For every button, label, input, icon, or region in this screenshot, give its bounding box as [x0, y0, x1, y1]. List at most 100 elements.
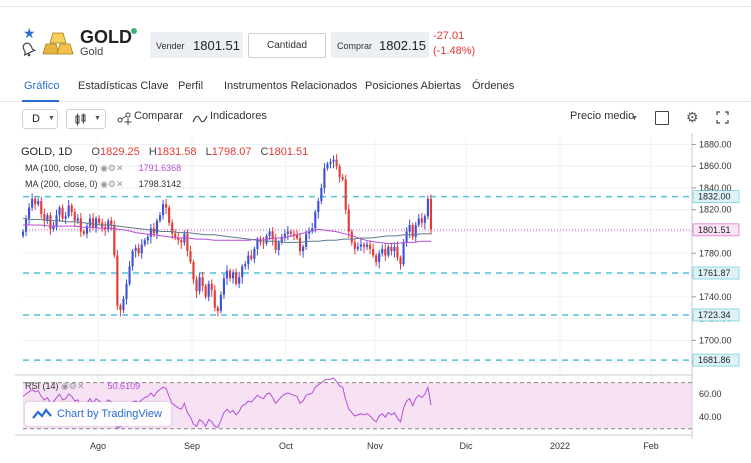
- interval-value: D: [32, 113, 40, 125]
- candle: [308, 231, 311, 234]
- price-tick-label: 1780.00: [699, 248, 732, 258]
- high-value: 1831.58: [156, 146, 197, 158]
- ma200-label: MA (200, close, 0): [25, 179, 98, 189]
- tab-ordenes[interactable]: Órdenes: [472, 80, 515, 92]
- chevron-down-icon: ▼: [48, 115, 55, 122]
- candle: [393, 246, 396, 252]
- price-tag: 1723.34: [698, 310, 731, 320]
- time-tick-label: Feb: [643, 441, 659, 451]
- candle: [82, 231, 85, 234]
- candle: [369, 244, 372, 249]
- candle: [414, 224, 417, 237]
- candle: [396, 246, 399, 258]
- ma100-label: MA (100, close, 0): [25, 163, 98, 173]
- candle: [378, 253, 381, 262]
- bell-icon[interactable]: [20, 41, 36, 57]
- candle: [91, 218, 95, 228]
- candle: [219, 294, 222, 311]
- candle: [262, 242, 265, 244]
- candle: [76, 218, 79, 221]
- compare-icon[interactable]: [116, 112, 132, 126]
- candle: [384, 248, 387, 256]
- candle: [143, 240, 146, 245]
- candle: [70, 205, 73, 212]
- price-change: -27.01 (-1.48%): [433, 29, 475, 59]
- ma200-line: [22, 218, 431, 243]
- tab-perfil[interactable]: Perfil: [178, 80, 204, 92]
- low-label: L: [205, 146, 212, 158]
- candle: [326, 164, 329, 169]
- candle: [411, 224, 414, 237]
- candle: [88, 218, 92, 227]
- candle: [131, 251, 134, 267]
- interval-select[interactable]: D ▼: [22, 109, 58, 129]
- candle: [155, 220, 159, 234]
- chevron-down-icon[interactable]: ▼: [631, 115, 638, 122]
- sell-price: 1801.51: [193, 38, 240, 53]
- candle: [21, 231, 25, 236]
- candlestick-series: [21, 154, 433, 317]
- candle: [235, 272, 238, 284]
- expand-icon[interactable]: [716, 111, 729, 124]
- candle: [113, 224, 116, 256]
- candle: [274, 239, 277, 251]
- candle: [344, 179, 347, 210]
- ma200-legend: MA (200, close, 0) ◉⚙✕ 1798.3142: [25, 179, 181, 190]
- tab-grafico[interactable]: Gráfico: [24, 80, 60, 92]
- tab-estadisticas[interactable]: Estadísticas Clave: [78, 80, 169, 92]
- sell-box[interactable]: Vender 1801.51: [150, 32, 243, 58]
- fullscreen-box-icon[interactable]: [655, 111, 669, 125]
- candle: [423, 216, 426, 223]
- candle: [210, 283, 213, 291]
- candle: [122, 298, 125, 310]
- open-label: O: [91, 146, 100, 158]
- star-icon[interactable]: ★: [23, 25, 36, 41]
- candle: [277, 242, 280, 251]
- candle: [46, 215, 49, 221]
- legend-controls[interactable]: ◉⚙✕: [100, 179, 124, 189]
- candle: [289, 231, 292, 234]
- legend-controls[interactable]: ◉⚙✕: [100, 163, 124, 173]
- legend-controls[interactable]: ◉⚙✕: [61, 381, 85, 391]
- candle: [43, 214, 46, 221]
- candle: [359, 244, 362, 247]
- indicators-icon[interactable]: [192, 113, 208, 125]
- candle: [347, 209, 350, 232]
- candle: [356, 246, 359, 249]
- candle: [28, 207, 31, 219]
- candle: [67, 205, 70, 217]
- quantity-input[interactable]: Cantidad: [248, 33, 326, 58]
- time-tick-label: 2022: [550, 441, 570, 451]
- price-tick-label: 1740.00: [699, 292, 732, 302]
- price-tag: 1832.00: [698, 192, 731, 202]
- tab-posiciones[interactable]: Posiciones Abiertas: [365, 80, 461, 92]
- candle: [390, 246, 393, 252]
- candle: [399, 257, 402, 265]
- indicators-button[interactable]: Indicadores: [210, 110, 267, 122]
- candle: [61, 207, 64, 219]
- candle: [402, 242, 405, 265]
- open-value: 1829.25: [99, 146, 140, 158]
- tradingview-badge[interactable]: Chart by TradingView: [25, 402, 171, 426]
- candle: [128, 266, 131, 284]
- chart-type-select[interactable]: ▼: [66, 109, 106, 129]
- candle: [265, 235, 268, 244]
- gear-icon[interactable]: ⚙: [686, 109, 699, 125]
- candle: [110, 220, 113, 225]
- close-value: 1801.51: [268, 146, 309, 158]
- candle: [95, 218, 98, 228]
- ma100-legend: MA (100, close, 0) ◉⚙✕ 1791.6368: [25, 163, 181, 174]
- tab-instrumentos[interactable]: Instrumentos Relacionados: [224, 80, 358, 92]
- candle: [189, 251, 192, 262]
- candle: [323, 168, 326, 188]
- candle: [311, 228, 314, 232]
- candle: [305, 233, 308, 247]
- sell-label: Vender: [156, 41, 185, 51]
- buy-box[interactable]: Comprar 1802.15: [331, 32, 429, 58]
- candle: [149, 228, 152, 237]
- price-mode-select[interactable]: Precio medio: [570, 110, 635, 122]
- candle: [426, 198, 429, 217]
- price-tick-label: 1840.00: [699, 183, 732, 193]
- candle: [429, 198, 433, 230]
- compare-button[interactable]: Comparar: [134, 110, 183, 122]
